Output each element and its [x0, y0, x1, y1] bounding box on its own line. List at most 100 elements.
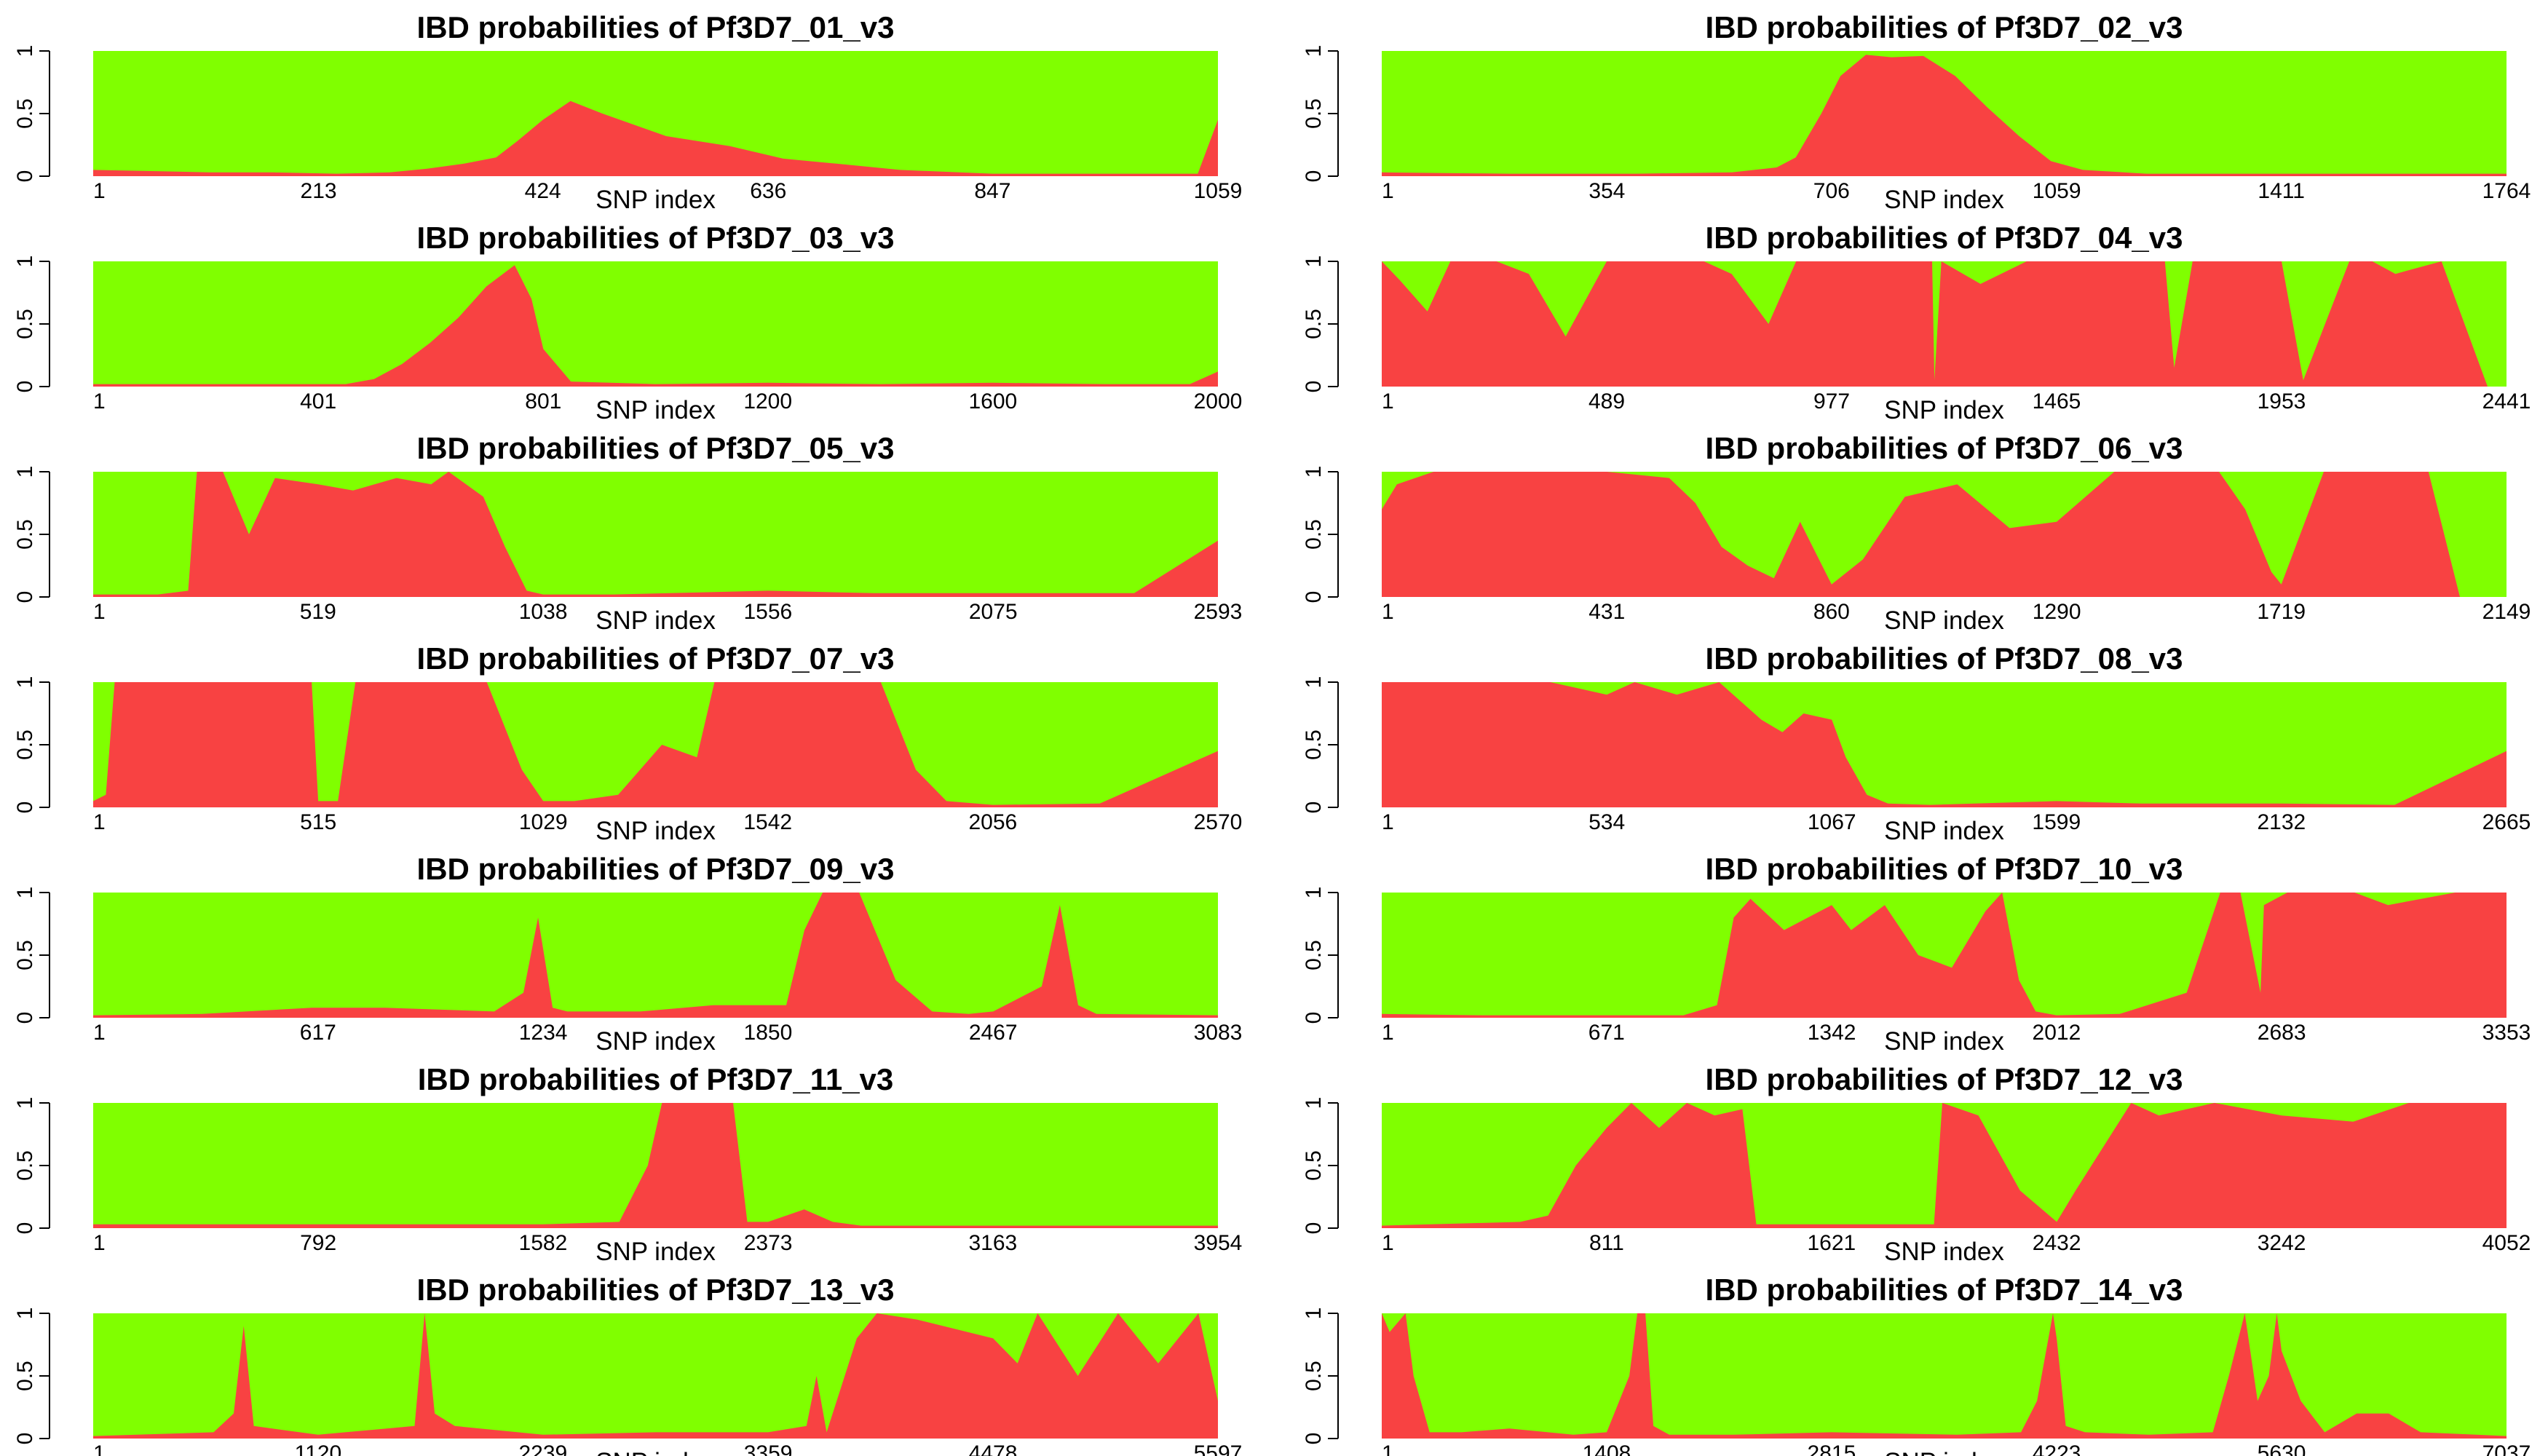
x-tick-label: 3083: [1194, 1021, 1243, 1045]
y-tick-label: 0: [13, 1433, 37, 1445]
x-axis-label: SNP index: [596, 396, 716, 424]
chart-title: IBD probabilities of Pf3D7_03_v3: [417, 221, 895, 255]
chart-title: IBD probabilities of Pf3D7_09_v3: [417, 852, 895, 886]
y-tick-label: 0.5: [13, 98, 37, 129]
chart-panel: IBD probabilities of Pf3D7_12_v3 0 0.5 1 1 81…: [1302, 1062, 2531, 1266]
x-tick-label: 1600: [968, 389, 1017, 414]
x-tick-label: 1: [93, 600, 106, 624]
ibd-probability-area: [1382, 472, 2507, 597]
x-tick-label: 801: [525, 389, 561, 414]
ibd-probability-area: [93, 1103, 1218, 1228]
y-tick-label: 0.5: [13, 1150, 37, 1181]
x-tick-label: 1290: [2033, 600, 2081, 624]
x-tick-label: 1542: [743, 810, 792, 834]
x-axis-label: SNP index: [1884, 396, 2004, 424]
x-tick-label: 1556: [744, 600, 793, 624]
y-tick-label: 0: [13, 1222, 37, 1235]
ibd-probability-area: [93, 682, 1218, 807]
y-tick-label: 0: [1302, 170, 1326, 183]
x-tick-label: 515: [300, 810, 336, 834]
ibd-probability-area: [1382, 1103, 2507, 1228]
y-tick-label: 1: [1302, 887, 1326, 899]
x-tick-label: 2000: [1194, 389, 1243, 414]
y-tick-label: 0: [13, 591, 37, 604]
x-tick-label: 860: [1813, 600, 1850, 624]
y-tick-label: 0: [1302, 802, 1326, 814]
x-tick-label: 1234: [519, 1021, 568, 1045]
y-tick-label: 1: [1302, 676, 1326, 689]
x-tick-label: 5630: [2258, 1441, 2306, 1456]
x-tick-label: 1621: [1807, 1231, 1856, 1255]
x-axis-label: SNP index: [1884, 817, 2004, 845]
chart-panel: IBD probabilities of Pf3D7_09_v3 0 0.5 1 1 61…: [13, 852, 1242, 1056]
x-axis-label: SNP index: [1884, 186, 2004, 214]
ibd-probability-area: [1382, 682, 2507, 807]
x-tick-label: 3353: [2482, 1021, 2531, 1045]
y-tick-label: 0: [13, 1012, 37, 1024]
y-tick-label: 0: [13, 381, 37, 393]
chart-title: IBD probabilities of Pf3D7_04_v3: [1706, 221, 2183, 255]
y-tick-label: 0: [1302, 1433, 1326, 1445]
x-tick-label: 2441: [2482, 389, 2531, 414]
y-tick-label: 0.5: [1302, 519, 1326, 550]
chart-title: IBD probabilities of Pf3D7_10_v3: [1706, 852, 2183, 886]
x-tick-label: 2815: [1808, 1441, 1856, 1456]
chart-panel: IBD probabilities of Pf3D7_02_v3 0 0.5 1 1 35…: [1302, 10, 2531, 214]
x-tick-label: 2593: [1194, 600, 1243, 624]
x-tick-label: 1: [1382, 1021, 1394, 1045]
x-tick-label: 1582: [519, 1231, 568, 1255]
non-ibd-area: [93, 261, 1218, 387]
y-tick-label: 1: [1302, 1097, 1326, 1109]
ibd-probability-area: [1382, 1313, 2507, 1439]
y-tick-label: 1: [1302, 1307, 1326, 1320]
y-tick-label: 0.5: [1302, 98, 1326, 129]
y-tick-label: 1: [1302, 256, 1326, 268]
chart-title: IBD probabilities of Pf3D7_14_v3: [1706, 1273, 2183, 1307]
ibd-probability-area: [93, 472, 1218, 597]
chart-panel: IBD probabilities of Pf3D7_14_v3 0 0.5 1 1 14…: [1302, 1273, 2531, 1456]
x-tick-label: 1850: [744, 1021, 793, 1045]
y-tick-label: 0: [1302, 381, 1326, 393]
x-tick-label: 1: [1382, 810, 1394, 834]
x-axis-label: SNP index: [1884, 606, 2004, 635]
x-tick-label: 2373: [744, 1231, 793, 1255]
x-tick-label: 2056: [969, 810, 1018, 834]
x-tick-label: 2432: [2033, 1231, 2081, 1255]
x-tick-label: 1: [93, 810, 106, 834]
x-axis-label: SNP index: [1884, 1448, 2004, 1456]
x-tick-label: 1120: [295, 1441, 342, 1456]
chart-panel: IBD probabilities of Pf3D7_06_v3 0 0.5 1 1 43…: [1302, 431, 2531, 635]
x-tick-label: 4478: [969, 1441, 1018, 1456]
x-tick-label: 3359: [744, 1441, 793, 1456]
x-tick-label: 1: [93, 1441, 106, 1456]
x-tick-label: 1: [1382, 389, 1394, 414]
x-tick-label: 1059: [1194, 179, 1243, 203]
chart-panel: IBD probabilities of Pf3D7_05_v3 0 0.5 1 1 51…: [13, 431, 1242, 635]
y-tick-label: 1: [13, 676, 37, 689]
x-tick-label: 1408: [1583, 1441, 1631, 1456]
chart-title: IBD probabilities of Pf3D7_11_v3: [418, 1062, 894, 1096]
y-tick-label: 1: [13, 256, 37, 268]
x-tick-label: 1719: [2257, 600, 2306, 624]
chart-panel: IBD probabilities of Pf3D7_03_v3 0 0.5 1 1 40…: [13, 221, 1242, 424]
y-tick-label: 1: [13, 45, 37, 58]
x-tick-label: 3163: [968, 1231, 1017, 1255]
x-tick-label: 617: [300, 1021, 336, 1045]
x-tick-label: 2075: [969, 600, 1018, 624]
x-tick-label: 7037: [2482, 1441, 2531, 1456]
x-axis-label: SNP index: [596, 1448, 716, 1456]
x-tick-label: 2570: [1194, 810, 1243, 834]
y-tick-label: 0: [13, 802, 37, 814]
y-tick-label: 0: [13, 170, 37, 183]
y-tick-label: 0.5: [1302, 729, 1326, 760]
x-tick-label: 1953: [2258, 389, 2306, 414]
ibd-probability-area: [1382, 893, 2507, 1018]
x-tick-label: 424: [525, 179, 561, 203]
y-tick-label: 0.5: [13, 309, 37, 339]
y-tick-label: 1: [1302, 466, 1326, 478]
y-tick-label: 1: [13, 887, 37, 899]
x-tick-label: 2012: [2033, 1021, 2081, 1045]
x-tick-label: 977: [1813, 389, 1850, 414]
x-tick-label: 1: [93, 1231, 106, 1255]
x-axis-label: SNP index: [596, 817, 716, 845]
